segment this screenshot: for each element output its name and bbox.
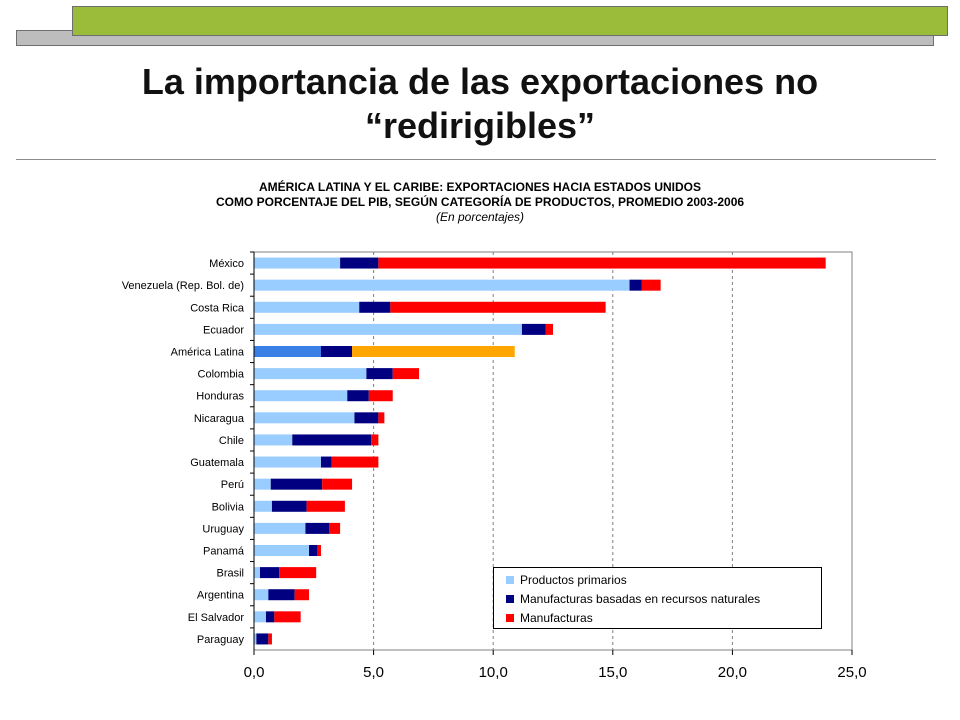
bar-segment — [254, 611, 266, 623]
bar-segment — [254, 478, 271, 490]
x-tick-label: 15,0 — [598, 664, 627, 681]
bar-segment — [359, 301, 391, 313]
legend-label: Productos primarios — [520, 572, 627, 587]
chart-subtitle: (En porcentajes) — [435, 210, 525, 224]
category-label: Nicaragua — [194, 413, 245, 425]
x-tick-label: 20,0 — [718, 664, 747, 681]
category-label: Chile — [219, 435, 244, 447]
category-labels: México Venezuela (Rep. Bol. de) Costa Rica… — [122, 258, 245, 646]
legend-item: Manufacturas — [506, 608, 821, 627]
bar-segment — [305, 522, 330, 534]
category-label: Uruguay — [202, 523, 244, 535]
bar-segment — [254, 589, 269, 601]
bar-segment — [329, 522, 341, 534]
bar-segment — [279, 567, 317, 579]
category-label: México — [209, 258, 244, 270]
x-tick-label: 0,0 — [244, 664, 265, 681]
category-label: El Salvador — [188, 612, 245, 624]
bar-segment — [641, 279, 661, 291]
category-label: Paraguay — [197, 634, 245, 646]
bar-segment — [340, 257, 379, 269]
bar-segment — [392, 368, 420, 380]
bar-segment — [366, 368, 393, 380]
bar-segment — [320, 346, 353, 357]
bar-segment — [254, 633, 257, 645]
bar-segment — [331, 456, 379, 468]
title-divider — [16, 159, 936, 160]
slide-title: La importancia de las exportaciones no “… — [141, 61, 819, 146]
bar-segment — [254, 368, 367, 380]
bar-segment — [271, 500, 307, 512]
legend-swatch — [506, 613, 514, 622]
category-label: Argentina — [197, 590, 245, 602]
bar-segment — [347, 390, 369, 402]
category-label: Honduras — [196, 391, 244, 403]
bar-segment — [309, 545, 318, 556]
bar-segment — [254, 567, 260, 579]
bar-segment — [521, 323, 546, 335]
bar-segment — [322, 478, 353, 490]
category-label: Perú — [221, 479, 244, 491]
bar-segment — [254, 412, 355, 424]
bar-segment — [274, 611, 301, 623]
legend-label: Manufacturas basadas en recursos natural… — [520, 591, 761, 606]
category-label: América Latina — [171, 347, 245, 359]
bar-segment — [254, 522, 306, 534]
bar-segment — [292, 434, 372, 446]
bar-segment — [545, 323, 553, 335]
bar-segment — [371, 434, 379, 446]
category-label: Bolivia — [212, 501, 245, 513]
header-accent-bar — [72, 6, 948, 36]
bar-segment — [368, 390, 393, 402]
bar-segment — [317, 545, 321, 556]
category-label: Ecuador — [203, 324, 244, 336]
bar-segment — [254, 257, 341, 269]
legend-swatch — [506, 594, 514, 603]
bar-segment — [254, 323, 522, 335]
category-label: Venezuela (Rep. Bol. de) — [122, 280, 244, 292]
bar-segment — [254, 279, 630, 291]
legend-swatch — [506, 575, 514, 584]
bar-segment — [256, 633, 269, 645]
bar-segment — [254, 390, 348, 402]
chart-heading: AMÉRICA LATINA Y EL CARIBE: EXPORTACIONE… — [0, 180, 960, 225]
bar-segment — [268, 589, 295, 601]
category-label: Guatemala — [190, 457, 245, 469]
bar-segment — [268, 633, 272, 645]
bar-segment — [378, 257, 826, 269]
x-tick-label: 10,0 — [479, 664, 508, 681]
legend-item: Manufacturas basadas en recursos natural… — [506, 589, 821, 608]
bar-segment — [254, 456, 321, 468]
bar-segment — [254, 434, 293, 446]
bar-segment — [320, 456, 332, 468]
bar-segment — [254, 545, 310, 556]
legend-item: Productos primarios — [506, 570, 821, 589]
bar-segment — [254, 301, 360, 313]
bar-segment — [390, 301, 606, 313]
bar-segment — [259, 567, 280, 579]
bars — [254, 257, 826, 645]
bar-segment — [629, 279, 642, 291]
category-label: Panamá — [203, 546, 245, 558]
x-axis: 0,0 5,0 10,0 15,0 20,0 25,0 — [244, 251, 867, 681]
legend-label: Manufacturas — [520, 610, 593, 625]
bar-segment — [354, 412, 379, 424]
legend: Productos primarios Manufacturas basadas… — [493, 567, 822, 629]
category-label: Costa Rica — [190, 302, 245, 314]
chart-title-line-2: COMO PORCENTAJE DEL PIB, SEGÚN CATEGORÍA… — [215, 195, 745, 209]
bar-segment — [254, 346, 321, 357]
bar-segment — [352, 346, 515, 357]
x-tick-label: 5,0 — [363, 664, 384, 681]
category-label: Brasil — [216, 568, 244, 580]
bar-segment — [294, 589, 310, 601]
bar-segment — [306, 500, 345, 512]
category-label: Colombia — [198, 369, 245, 381]
bar-segment — [265, 611, 275, 623]
bar-segment — [378, 412, 385, 424]
bar-segment — [270, 478, 323, 490]
x-tick-label: 25,0 — [837, 664, 866, 681]
chart-title-line-1: AMÉRICA LATINA Y EL CARIBE: EXPORTACIONE… — [258, 180, 702, 194]
bar-segment — [254, 500, 272, 512]
